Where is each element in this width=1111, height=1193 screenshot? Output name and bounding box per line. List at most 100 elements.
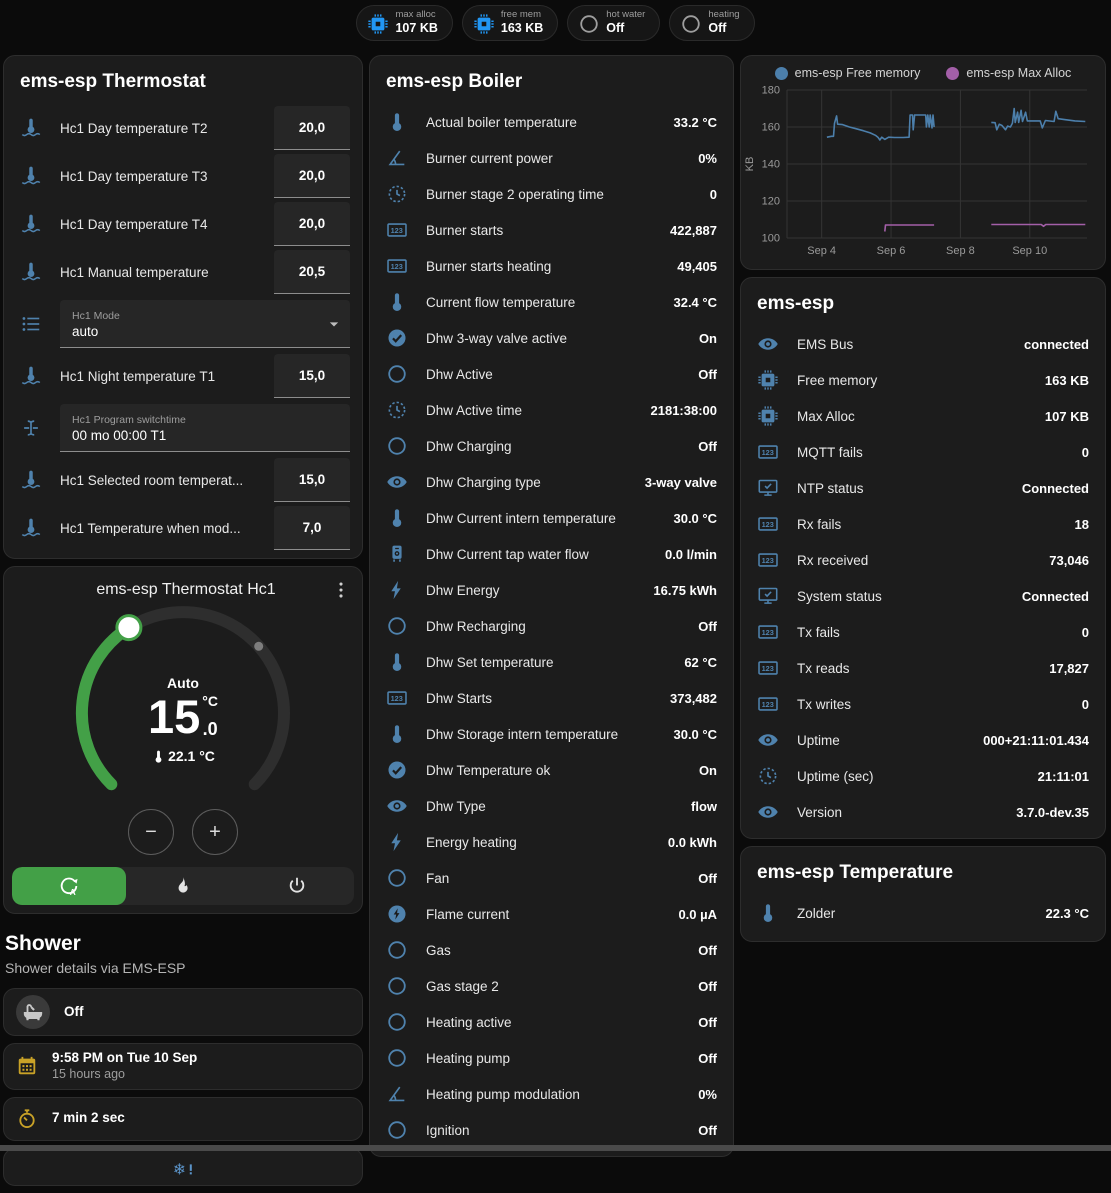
entity-row[interactable]: Dhw Recharging Off bbox=[370, 608, 733, 644]
entity-row[interactable]: Zolder 22.3 °C bbox=[741, 895, 1105, 931]
entity-row[interactable]: Uptime (sec) 21:11:01 bbox=[741, 758, 1105, 794]
svg-text:140: 140 bbox=[762, 159, 780, 171]
temperature-input[interactable] bbox=[274, 250, 350, 294]
entity-row[interactable]: 123 Tx writes 0 bbox=[741, 686, 1105, 722]
target-temperature: 15 °C .0 bbox=[148, 690, 218, 743]
temperature-input[interactable] bbox=[274, 506, 350, 550]
entity-row[interactable]: 123 Rx received 73,046 bbox=[741, 542, 1105, 578]
entity-row[interactable]: Uptime 000+21:11:01.434 bbox=[741, 722, 1105, 758]
shower-alert-tile[interactable]: ❄ bbox=[3, 1147, 363, 1186]
counter-icon: 123 bbox=[386, 255, 408, 277]
entity-label: Uptime bbox=[797, 732, 840, 748]
entity-row[interactable]: System status Connected bbox=[741, 578, 1105, 614]
shower-tile[interactable]: 9:58 PM on Tue 10 Sep 15 hours ago bbox=[3, 1043, 363, 1090]
entity-row[interactable]: Heating pump modulation 0% bbox=[370, 1076, 733, 1112]
hvac-mode-button[interactable] bbox=[240, 867, 354, 905]
entity-value: 32.4 °C bbox=[673, 294, 717, 310]
format-list-icon bbox=[20, 313, 42, 335]
entity-label: Free memory bbox=[797, 372, 878, 388]
decrease-temperature-button[interactable]: − bbox=[128, 809, 174, 855]
entity-row[interactable]: 123 Burner starts 422,887 bbox=[370, 212, 733, 248]
circle-icon bbox=[386, 363, 408, 385]
svg-text:123: 123 bbox=[762, 664, 774, 673]
entity-label: Dhw Type bbox=[426, 798, 486, 814]
entity-row[interactable]: Actual boiler temperature 33.2 °C bbox=[370, 104, 733, 140]
current-temperature: 22.1 °C bbox=[58, 748, 308, 764]
entity-value: 73,046 bbox=[1049, 552, 1089, 568]
entity-row[interactable]: Flame current 0.0 µA bbox=[370, 896, 733, 932]
status-chip[interactable]: free mem 163 KB bbox=[461, 5, 559, 41]
entity-row[interactable]: Dhw Active time 2181:38:00 bbox=[370, 392, 733, 428]
increase-temperature-button[interactable]: + bbox=[192, 809, 238, 855]
entity-row[interactable]: Dhw Current intern temperature 30.0 °C bbox=[370, 500, 733, 536]
entity-label: Dhw Recharging bbox=[426, 618, 526, 634]
program-switchtime-field[interactable]: Hc1 Program switchtime 00 mo 00:00 T1 bbox=[60, 404, 350, 452]
temperature-input[interactable] bbox=[274, 458, 350, 502]
thermometer-icon bbox=[386, 111, 408, 133]
entity-row[interactable]: Current flow temperature 32.4 °C bbox=[370, 284, 733, 320]
hvac-mode-button[interactable] bbox=[126, 867, 240, 905]
entity-row[interactable]: Heating pump Off bbox=[370, 1040, 733, 1076]
entity-row[interactable]: Dhw Charging type 3-way valve bbox=[370, 464, 733, 500]
entity-row[interactable]: EMS Bus connected bbox=[741, 326, 1105, 362]
entity-row[interactable]: Free memory 163 KB bbox=[741, 362, 1105, 398]
counter-icon: 123 bbox=[757, 693, 779, 715]
entity-row[interactable]: NTP status Connected bbox=[741, 470, 1105, 506]
legend-item[interactable]: ems-esp Max Alloc bbox=[946, 66, 1071, 80]
entity-row[interactable]: Dhw Charging Off bbox=[370, 428, 733, 464]
shower-tile[interactable]: Off bbox=[3, 988, 363, 1036]
entity-label: Burner stage 2 operating time bbox=[426, 186, 604, 202]
entity-row[interactable]: Burner current power 0% bbox=[370, 140, 733, 176]
hvac-mode-button[interactable]: A bbox=[12, 867, 126, 905]
temperature-input[interactable] bbox=[274, 354, 350, 398]
chip-icon bbox=[757, 405, 779, 427]
entity-row[interactable]: 123 MQTT fails 0 bbox=[741, 434, 1105, 470]
entity-row[interactable]: Gas stage 2 Off bbox=[370, 968, 733, 1004]
entity-row[interactable]: 123 Rx fails 18 bbox=[741, 506, 1105, 542]
entity-row[interactable]: Dhw Storage intern temperature 30.0 °C bbox=[370, 716, 733, 752]
entity-row[interactable]: Burner stage 2 operating time 0 bbox=[370, 176, 733, 212]
entity-row[interactable]: Dhw 3-way valve active On bbox=[370, 320, 733, 356]
cursor-text-icon bbox=[20, 417, 42, 439]
status-chip[interactable]: max alloc 107 KB bbox=[356, 5, 453, 41]
entity-row[interactable]: 123 Tx reads 17,827 bbox=[741, 650, 1105, 686]
mode-select-value: auto bbox=[72, 323, 99, 339]
entity-label: Dhw Starts bbox=[426, 690, 493, 706]
entity-row[interactable]: Dhw Current tap water flow 0.0 l/min bbox=[370, 536, 733, 572]
entity-value: 0.0 l/min bbox=[664, 546, 717, 562]
entity-value: 0 bbox=[1081, 696, 1089, 712]
status-chip[interactable]: hot water Off bbox=[567, 5, 661, 41]
temperature-input[interactable] bbox=[274, 202, 350, 246]
temperature-input[interactable] bbox=[274, 154, 350, 198]
entity-row[interactable]: Dhw Type flow bbox=[370, 788, 733, 824]
entity-row[interactable]: Dhw Set temperature 62 °C bbox=[370, 644, 733, 680]
shower-tile[interactable]: 7 min 2 sec bbox=[3, 1096, 363, 1141]
entity-row[interactable]: 123 Burner starts heating 49,405 bbox=[370, 248, 733, 284]
entity-row[interactable]: Energy heating 0.0 kWh bbox=[370, 824, 733, 860]
mode-select[interactable]: Hc1 Mode auto bbox=[60, 300, 350, 348]
more-options-icon[interactable] bbox=[330, 579, 352, 601]
legend-item[interactable]: ems-esp Free memory bbox=[774, 66, 920, 80]
entity-row[interactable]: 123 Tx fails 0 bbox=[741, 614, 1105, 650]
entity-label: Burner starts heating bbox=[426, 258, 552, 274]
chevron-down-icon[interactable] bbox=[324, 314, 344, 334]
entity-row[interactable]: Dhw Active Off bbox=[370, 356, 733, 392]
entity-row[interactable]: Max Alloc 107 KB bbox=[741, 398, 1105, 434]
entity-row[interactable]: Ignition Off bbox=[370, 1112, 733, 1148]
horizontal-scrollbar[interactable] bbox=[0, 1145, 1111, 1151]
entity-row[interactable]: Dhw Energy 16.75 kWh bbox=[370, 572, 733, 608]
entity-row[interactable]: 123 Dhw Starts 373,482 bbox=[370, 680, 733, 716]
temperature-input[interactable] bbox=[274, 106, 350, 150]
entity-label: Tx fails bbox=[797, 624, 840, 640]
entity-row[interactable]: Gas Off bbox=[370, 932, 733, 968]
circle-icon bbox=[578, 13, 598, 33]
entity-row[interactable]: Dhw Temperature ok On bbox=[370, 752, 733, 788]
status-chip[interactable]: heating Off bbox=[669, 5, 755, 41]
thermometer-icon bbox=[386, 723, 408, 745]
dial-knob[interactable] bbox=[115, 614, 143, 642]
entity-row[interactable]: Heating active Off bbox=[370, 1004, 733, 1040]
entity-row[interactable]: Version 3.7.0-dev.35 bbox=[741, 794, 1105, 830]
mode-select-label: Hc1 Mode bbox=[72, 309, 120, 322]
thermometer-water-icon bbox=[20, 469, 42, 491]
entity-row[interactable]: Fan Off bbox=[370, 860, 733, 896]
